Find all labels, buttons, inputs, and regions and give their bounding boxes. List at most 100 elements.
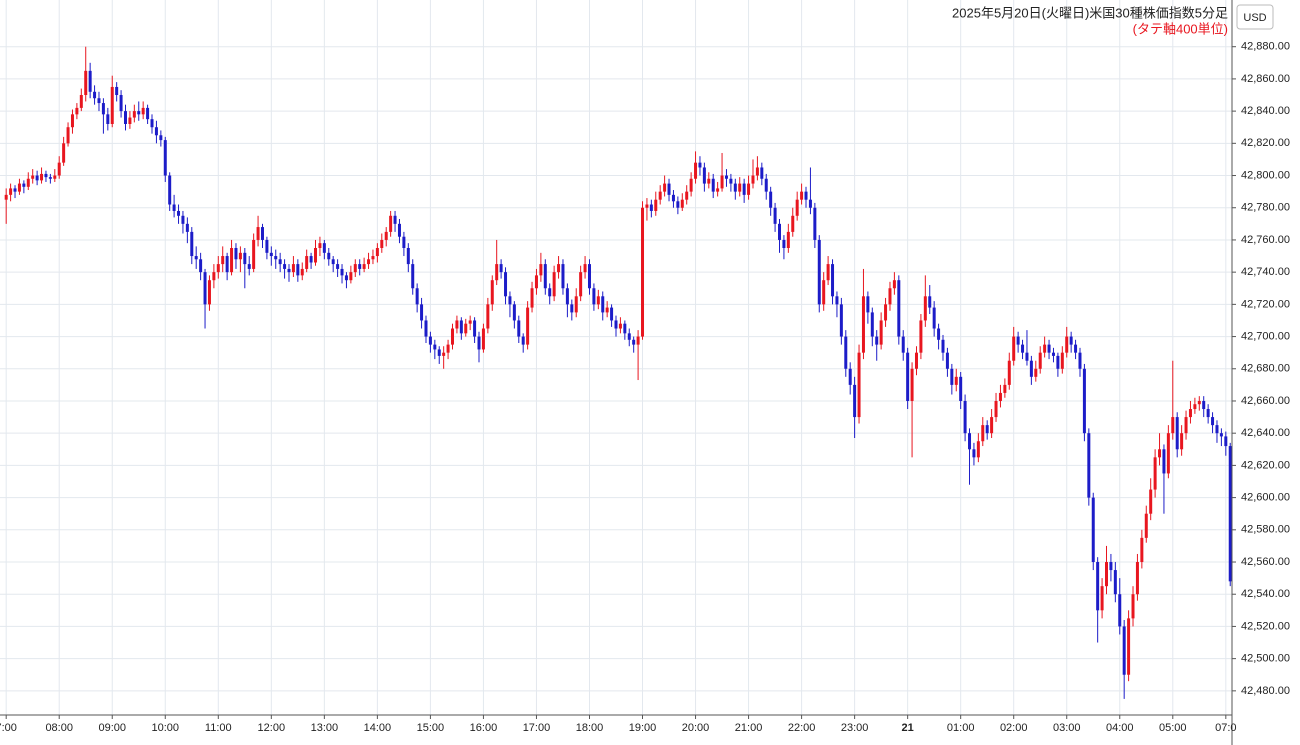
candle-body: [57, 162, 61, 176]
candle-body: [1069, 336, 1073, 345]
candle-body: [128, 117, 132, 124]
candle-body: [327, 252, 331, 260]
candle-body: [106, 114, 110, 124]
candle-body: [742, 183, 746, 195]
candle-body: [31, 175, 35, 179]
candle-body: [1113, 570, 1117, 595]
candle-body: [234, 247, 238, 260]
x-tick-label: 21: [902, 722, 914, 734]
candle-body: [587, 264, 591, 289]
candle-body: [733, 183, 737, 192]
candle-body: [923, 296, 927, 321]
candle-body: [353, 264, 357, 273]
candle-body: [53, 175, 57, 179]
candle-body: [1082, 368, 1086, 434]
candle-body: [291, 264, 295, 273]
y-tick-label: 42,800.00: [1241, 169, 1290, 181]
candle-body: [247, 264, 251, 269]
x-tick-label: 15:00: [417, 722, 445, 734]
candle-body: [1056, 355, 1060, 369]
candle-body: [331, 259, 335, 265]
candle-body: [839, 304, 843, 337]
y-tick-label: 42,860.00: [1241, 73, 1290, 85]
candle-body: [336, 264, 340, 269]
y-tick-label: 42,760.00: [1241, 234, 1290, 246]
candle-body: [70, 114, 74, 128]
x-tick-label: 20:00: [682, 722, 710, 734]
currency-box[interactable]: [1236, 4, 1274, 30]
candle-body: [972, 449, 976, 458]
candle-body: [79, 95, 83, 108]
candle-body: [729, 178, 733, 184]
candle-body: [937, 328, 941, 340]
candle-body: [985, 425, 989, 434]
y-tick-label: 42,720.00: [1241, 298, 1290, 310]
candle-body: [362, 264, 366, 269]
currency-label[interactable]: USD: [1243, 12, 1266, 24]
candle-body: [203, 272, 207, 305]
candle-body: [9, 188, 13, 195]
candle-body: [959, 376, 963, 401]
candle-body: [866, 296, 870, 313]
candle-body: [645, 204, 649, 208]
candle-body: [274, 256, 278, 260]
candle-body: [283, 264, 287, 269]
candle-body: [1016, 336, 1020, 345]
candle-body: [954, 376, 958, 385]
x-tick-label: 02:00: [1000, 722, 1028, 734]
candle-body: [450, 328, 454, 345]
x-tick-label: 21:00: [735, 722, 763, 734]
candle-body: [1051, 352, 1055, 356]
candle-body: [238, 252, 242, 260]
candle-body: [309, 256, 313, 263]
candle-body: [1144, 513, 1148, 538]
candle-body: [910, 368, 914, 401]
candle-body: [300, 268, 304, 276]
candle-body: [901, 336, 905, 353]
candle-body: [667, 183, 671, 195]
candle-body: [406, 247, 410, 265]
candle-body: [455, 320, 459, 329]
candle-body: [340, 268, 344, 276]
candle-body: [318, 243, 322, 248]
x-tick-label: 7:00: [0, 722, 17, 734]
candle-body: [760, 167, 764, 179]
candle-body: [216, 264, 220, 273]
candle-body: [1197, 400, 1201, 405]
candle-body: [610, 307, 614, 321]
candle-body: [574, 296, 578, 313]
x-tick-label: 12:00: [258, 722, 286, 734]
x-tick-label: 19:00: [629, 722, 657, 734]
candle-body: [1175, 417, 1179, 450]
candle-body: [287, 268, 291, 273]
candle-body: [1074, 344, 1078, 353]
candle-body: [512, 304, 516, 321]
candle-body: [420, 304, 424, 321]
y-tick-label: 42,540.00: [1241, 588, 1290, 600]
candle-body: [583, 264, 587, 273]
candle-body: [914, 352, 918, 369]
candle-body: [1029, 360, 1033, 377]
candle-body: [1211, 417, 1215, 426]
x-tick-label: 05:00: [1159, 722, 1187, 734]
candles: [4, 46, 1232, 699]
candle-body: [437, 349, 441, 356]
candle-body: [344, 275, 348, 281]
x-tick-label: 03:00: [1053, 722, 1081, 734]
candle-body: [844, 336, 848, 369]
candle-body: [177, 210, 181, 216]
candle-body: [26, 178, 30, 187]
chart-subtitle: (タテ軸400単位): [1133, 21, 1228, 36]
candle-body: [1162, 449, 1166, 474]
candle-body: [605, 307, 609, 313]
candle-body: [826, 264, 830, 281]
candle-body: [1034, 368, 1038, 377]
candle-body: [1224, 436, 1228, 447]
candle-body: [888, 288, 892, 305]
candle-body: [1091, 497, 1095, 563]
candle-body: [97, 98, 101, 104]
candle-body: [375, 247, 379, 257]
y-tick-label: 42,780.00: [1241, 202, 1290, 214]
candle-body: [861, 296, 865, 353]
